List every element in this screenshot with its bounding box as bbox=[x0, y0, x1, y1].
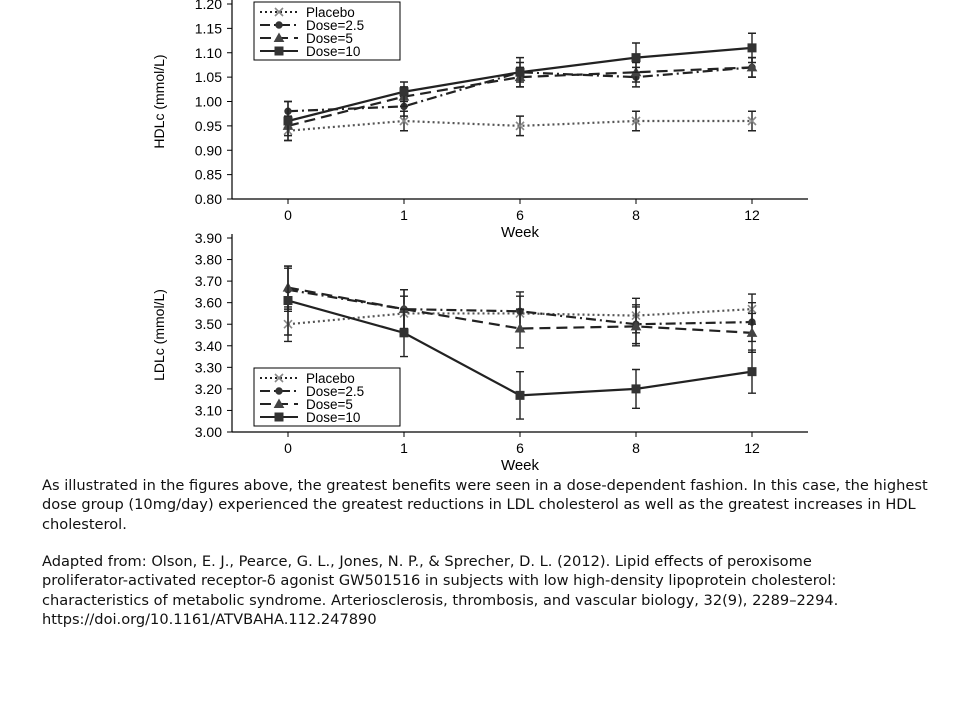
y-axis-label: HDLc (mmol/L) bbox=[151, 54, 167, 148]
x-tick-label: 8 bbox=[632, 207, 640, 223]
y-tick-label: 1.10 bbox=[195, 45, 222, 61]
data-point bbox=[747, 116, 757, 126]
data-point bbox=[273, 398, 285, 408]
data-point bbox=[631, 116, 641, 126]
data-point bbox=[275, 387, 283, 395]
series-line bbox=[287, 66, 753, 127]
citation-line: proliferator-activated receptor-δ agonis… bbox=[42, 572, 837, 590]
x-tick-label: 0 bbox=[284, 207, 292, 223]
data-point bbox=[746, 61, 758, 72]
legend-label: Placebo bbox=[306, 371, 355, 386]
citation-paragraph: Adapted from: Olson, E. J., Pearce, G. L… bbox=[42, 552, 932, 629]
x-tick-label: 8 bbox=[632, 440, 640, 456]
y-tick-label: 0.95 bbox=[195, 118, 222, 134]
legend-label: Dose=2.5 bbox=[306, 384, 364, 399]
series-line bbox=[287, 288, 753, 326]
legend-label: Dose=2.5 bbox=[306, 18, 364, 33]
series-line bbox=[287, 286, 753, 334]
citation-link[interactable]: https://doi.org/10.1161/ATVBAHA.112.2478… bbox=[42, 610, 377, 628]
data-point bbox=[515, 121, 525, 131]
x-tick-label: 12 bbox=[744, 207, 760, 223]
x-tick-label: 6 bbox=[516, 207, 524, 223]
data-point bbox=[274, 373, 284, 383]
y-tick-label: 3.90 bbox=[195, 230, 222, 246]
x-tick-label: 6 bbox=[516, 440, 524, 456]
data-point bbox=[631, 53, 641, 63]
y-tick-label: 1.05 bbox=[195, 69, 222, 85]
data-point bbox=[631, 384, 641, 394]
data-point bbox=[283, 296, 293, 306]
citation-line: characteristics of metabolic syndrome. A… bbox=[42, 591, 839, 609]
y-tick-label: 0.90 bbox=[195, 142, 222, 158]
data-point bbox=[273, 32, 285, 42]
data-point bbox=[283, 116, 293, 126]
y-tick-label: 3.10 bbox=[195, 402, 222, 418]
x-tick-label: 1 bbox=[400, 440, 408, 456]
y-tick-label: 0.80 bbox=[195, 191, 222, 207]
data-point bbox=[275, 21, 283, 29]
legend-label: Dose=5 bbox=[306, 31, 353, 46]
data-point bbox=[274, 46, 284, 56]
data-point bbox=[514, 323, 526, 333]
y-tick-label: 3.60 bbox=[195, 295, 222, 311]
series bbox=[283, 265, 757, 420]
data-point bbox=[274, 412, 284, 422]
data-point bbox=[399, 116, 409, 126]
data-point bbox=[746, 327, 758, 337]
y-tick-label: 1.00 bbox=[195, 94, 222, 110]
data-point bbox=[630, 320, 642, 331]
y-tick-label: 3.00 bbox=[195, 424, 222, 440]
data-point bbox=[515, 67, 525, 77]
charts-figure: 0.80 0.85 0.90 0.95 1.00 1.05 1.10 1.15 1.20 0 1 6 8… bbox=[151, 0, 808, 470]
y-axis-label: LDLc (mmol/L) bbox=[151, 289, 167, 381]
hdl-chart: 0.80 0.85 0.90 0.95 1.00 1.05 1.10 1.15 1.20 0 1 6 8… bbox=[151, 0, 808, 241]
series bbox=[283, 110, 757, 142]
y-tick-label: 3.40 bbox=[195, 338, 222, 354]
description-paragraph: As illustrated in the figures above, the… bbox=[42, 477, 928, 533]
data-point bbox=[399, 328, 409, 338]
legend-label: Dose=5 bbox=[306, 397, 353, 412]
x-axis-label: Week bbox=[501, 224, 540, 241]
x-tick-label: 12 bbox=[744, 440, 760, 456]
y-tick-label: 3.20 bbox=[195, 381, 222, 397]
y-tick-label: 3.30 bbox=[195, 359, 222, 375]
x-axis-label: Week bbox=[501, 457, 540, 470]
y-tick-label: 0.85 bbox=[195, 167, 222, 183]
data-point bbox=[747, 367, 757, 377]
x-tick-label: 0 bbox=[284, 440, 292, 456]
series bbox=[282, 265, 758, 353]
y-tick-label: 1.20 bbox=[195, 0, 222, 12]
data-point bbox=[515, 390, 525, 400]
x-tick-label: 1 bbox=[400, 207, 408, 223]
ldl-chart: 3.00 3.10 3.20 3.30 3.40 3.50 3.60 3.70 3.80 3.90… bbox=[151, 230, 808, 470]
y-tick-label: 1.15 bbox=[195, 20, 222, 36]
data-point bbox=[399, 87, 409, 97]
y-tick-label: 3.80 bbox=[195, 252, 222, 268]
citation-line: Adapted from: Olson, E. J., Pearce, G. L… bbox=[42, 553, 812, 570]
data-point bbox=[274, 7, 284, 17]
data-point bbox=[747, 43, 757, 53]
y-tick-label: 3.50 bbox=[195, 316, 222, 332]
legend-label: Dose=10 bbox=[306, 44, 360, 59]
legend-label: Dose=10 bbox=[306, 410, 360, 425]
legend-label: Placebo bbox=[306, 5, 355, 20]
series bbox=[283, 32, 757, 142]
y-tick-label: 3.70 bbox=[195, 273, 222, 289]
